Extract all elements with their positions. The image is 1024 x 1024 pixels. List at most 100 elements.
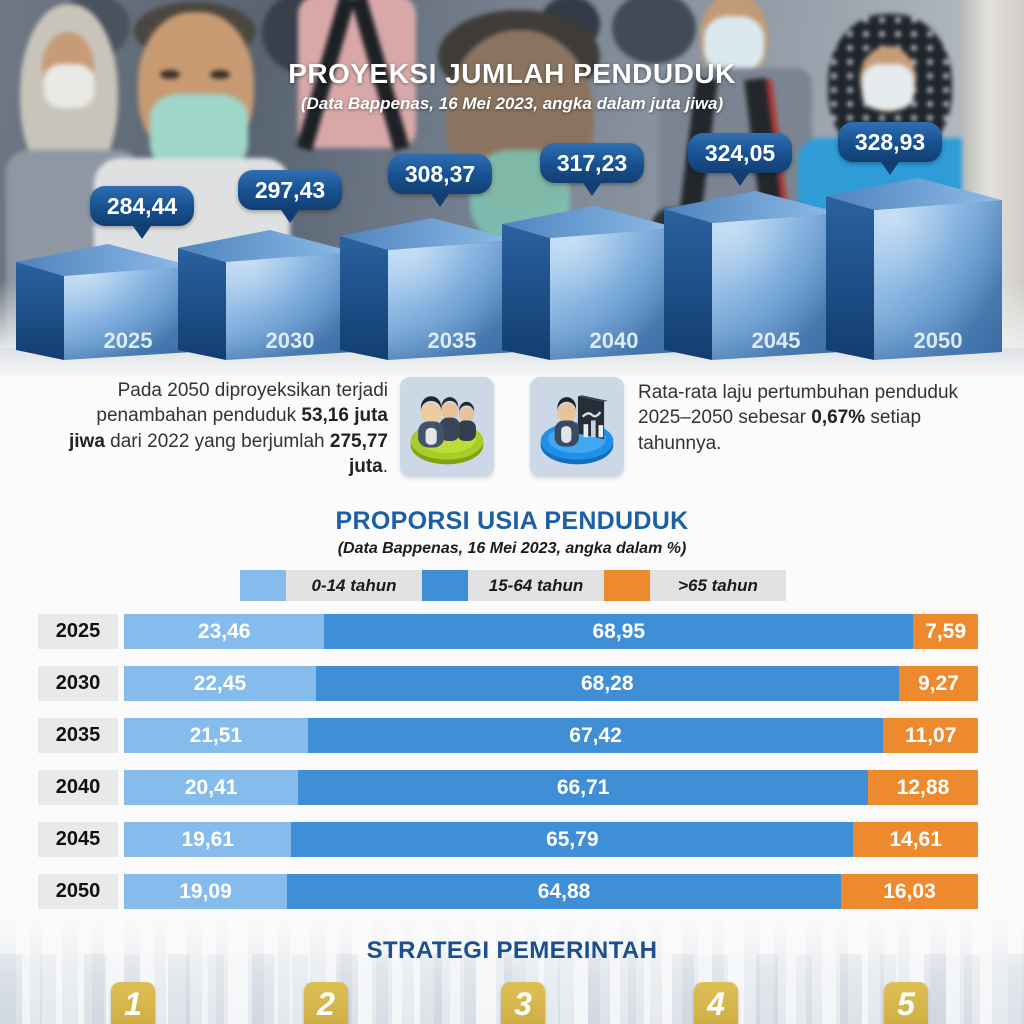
cube-year-label: 2030 bbox=[266, 328, 315, 353]
face-mask-shape bbox=[150, 94, 248, 168]
background-person-shape bbox=[612, 0, 696, 64]
note-text-segment: Rata-rata laju pertumbuhan penduduk 2025… bbox=[638, 382, 959, 429]
note-text-segment: 275,77 juta bbox=[329, 430, 388, 478]
age-row-2045: 2045 19,61 65,79 14,61 bbox=[38, 822, 978, 857]
age-segment: 11,07 bbox=[883, 718, 978, 753]
age-segment: 9,27 bbox=[898, 666, 978, 701]
age-row-bars: 19,09 64,88 16,03 bbox=[124, 874, 978, 909]
age-segment: 7,59 bbox=[913, 614, 978, 649]
age-row-bars: 19,61 65,79 14,61 bbox=[124, 822, 978, 857]
cube-2025 bbox=[64, 266, 192, 360]
eye-shape bbox=[210, 70, 230, 79]
population-growth-icon bbox=[530, 377, 624, 477]
population-projection-chart: 2025 2030 2035 2040 2045 2050 bbox=[16, 178, 1002, 360]
projection-value-bubble: 297,43 bbox=[238, 170, 342, 223]
age-row-bars: 22,45 68,28 9,27 bbox=[124, 666, 978, 701]
cube-2035 bbox=[340, 218, 516, 250]
age-row-2040: 2040 20,41 66,71 12,88 bbox=[38, 770, 978, 805]
age-row-year-label: 2025 bbox=[38, 614, 118, 649]
age-segment: 16,03 bbox=[841, 874, 978, 909]
age-row-year-label: 2030 bbox=[38, 666, 118, 701]
header: PROYEKSI JUMLAH PENDUDUK (Data Bappenas,… bbox=[0, 58, 1024, 114]
projection-value-bubble: 324,05 bbox=[688, 133, 792, 186]
note-population-increase: Pada 2050 diproyeksikan terjadi penambah… bbox=[56, 378, 388, 480]
note-text-segment: Pada 2050 diproyeksikan terjadi penambah… bbox=[96, 380, 388, 427]
face-mask-shape bbox=[704, 16, 764, 72]
legend-swatch bbox=[604, 570, 650, 601]
cube-2040 bbox=[502, 206, 678, 238]
age-section-subtitle: (Data Bappenas, 16 Mei 2023, angka dalam… bbox=[337, 540, 687, 557]
face-mask-shape bbox=[44, 64, 94, 108]
age-row-bars: 23,46 68,95 7,59 bbox=[124, 614, 978, 649]
strategy-badge-4: 4 bbox=[694, 982, 738, 1024]
cube-year-label: 2040 bbox=[590, 328, 639, 353]
cube-2030 bbox=[178, 230, 354, 262]
age-segment: 66,71 bbox=[298, 770, 868, 805]
legend-swatch bbox=[422, 570, 468, 601]
strategy-badge-3: 3 bbox=[501, 982, 545, 1024]
age-section-title: PROPORSI USIA PENDUDUK bbox=[335, 507, 689, 535]
note-text-segment: . bbox=[382, 456, 388, 478]
age-segment: 19,61 bbox=[124, 822, 292, 857]
cube-2035 bbox=[340, 236, 388, 360]
age-segment: 67,42 bbox=[307, 718, 884, 753]
cube-2045 bbox=[664, 209, 712, 360]
age-row-year-label: 2040 bbox=[38, 770, 118, 805]
strategy-badge-5: 5 bbox=[884, 982, 928, 1024]
strategy-badge-2: 2 bbox=[304, 982, 348, 1024]
age-segment: 64,88 bbox=[287, 874, 842, 909]
cube-2030 bbox=[178, 248, 226, 360]
age-segment: 65,79 bbox=[291, 822, 854, 857]
age-row-bars: 21,51 67,42 11,07 bbox=[124, 718, 978, 753]
face-mask-shape bbox=[862, 64, 914, 110]
cube-2025 bbox=[16, 244, 192, 276]
cube-year-label: 2045 bbox=[752, 328, 801, 353]
age-row-2035: 2035 21,51 67,42 11,07 bbox=[38, 718, 978, 753]
cube-2045 bbox=[712, 213, 840, 360]
projection-value-bubble: 317,23 bbox=[540, 143, 644, 196]
cube-2040 bbox=[502, 224, 550, 360]
age-row-2050: 2050 19,09 64,88 16,03 bbox=[38, 874, 978, 909]
note-text-segment: dari 2022 yang berjumlah bbox=[104, 430, 330, 452]
note-growth-rate: Rata-rata laju pertumbuhan penduduk 2025… bbox=[638, 380, 970, 456]
projection-value-bubble: 308,37 bbox=[388, 154, 492, 207]
note-text-segment: 0,67% bbox=[811, 407, 866, 429]
age-segment: 12,88 bbox=[868, 770, 978, 805]
projection-value-bubble: 328,93 bbox=[838, 122, 942, 175]
cube-2050 bbox=[826, 178, 1002, 210]
note-text-segment: 53,16 juta jiwa bbox=[68, 405, 388, 452]
strategy-badge-1: 1 bbox=[111, 982, 155, 1024]
cube-2030 bbox=[226, 252, 354, 360]
age-chart-legend: 0-14 tahun 15-64 tahun >65 tahun bbox=[240, 570, 786, 601]
population-group-icon-art bbox=[410, 396, 484, 465]
age-segment: 23,46 bbox=[124, 614, 325, 649]
cube-2045 bbox=[664, 191, 840, 223]
age-segment: 22,45 bbox=[124, 666, 316, 701]
age-segment: 68,28 bbox=[315, 666, 899, 701]
eye-shape bbox=[160, 70, 180, 79]
legend-swatch bbox=[240, 570, 286, 601]
age-stacked-bar-chart: 2025 23,46 68,95 7,59 2030 22,45 68,28 9,27 2035… bbox=[38, 614, 978, 926]
age-segment: 14,61 bbox=[853, 822, 978, 857]
note-text-segment: setiap tahunnya. bbox=[638, 407, 922, 454]
cube-2050 bbox=[874, 200, 1002, 360]
legend-label: 15-64 tahun bbox=[488, 575, 584, 595]
age-segment: 20,41 bbox=[124, 770, 299, 805]
age-row-year-label: 2035 bbox=[38, 718, 118, 753]
page-subtitle: (Data Bappenas, 16 Mei 2023, angka dalam… bbox=[300, 94, 724, 113]
age-segment: 19,09 bbox=[124, 874, 288, 909]
cube-year-label: 2035 bbox=[428, 328, 477, 353]
page-title: PROYEKSI JUMLAH PENDUDUK bbox=[288, 58, 736, 89]
age-row-bars: 20,41 66,71 12,88 bbox=[124, 770, 978, 805]
population-group-icon bbox=[400, 377, 494, 477]
age-row-year-label: 2050 bbox=[38, 874, 118, 909]
cube-year-label: 2025 bbox=[104, 328, 153, 353]
population-growth-icon-art bbox=[540, 395, 614, 465]
strategy-title: STRATEGI PEMERINTAH bbox=[366, 937, 658, 964]
age-row-2030: 2030 22,45 68,28 9,27 bbox=[38, 666, 978, 701]
age-segment: 68,95 bbox=[324, 614, 914, 649]
legend-label: 0-14 tahun bbox=[311, 575, 397, 595]
age-row-year-label: 2045 bbox=[38, 822, 118, 857]
legend-label: >65 tahun bbox=[678, 575, 758, 595]
